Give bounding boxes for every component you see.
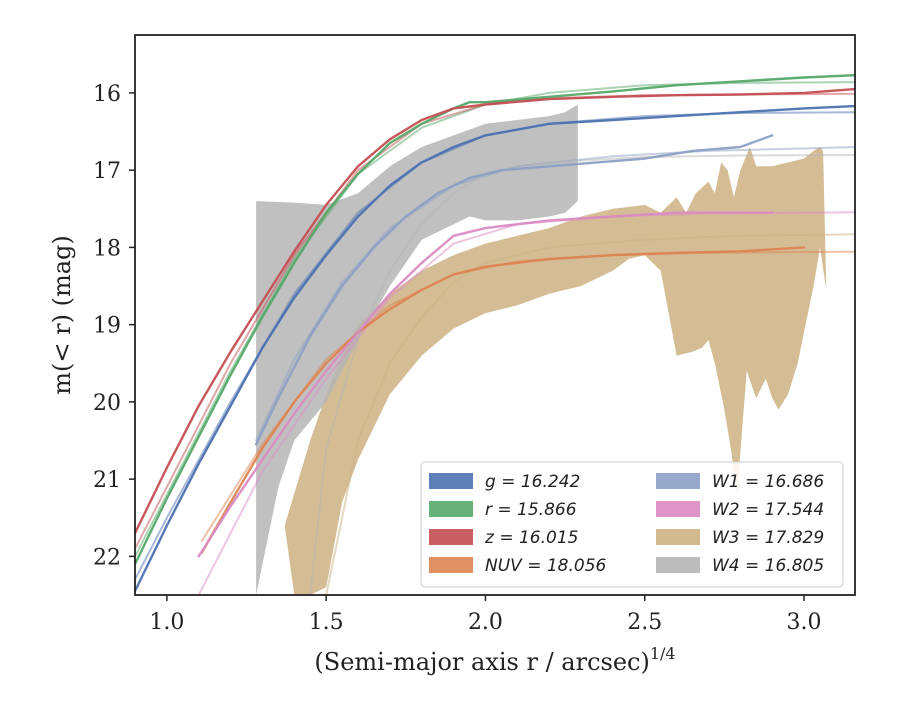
legend-label: W3 = 17.829 xyxy=(712,528,824,548)
legend-swatch xyxy=(656,473,700,489)
y-tick-label: 17 xyxy=(93,159,121,184)
y-axis: 16 17 18 19 20 21 22 xyxy=(93,82,135,570)
series-line-z xyxy=(135,87,855,535)
series-line-g xyxy=(135,104,855,593)
legend-label: r = 15.866 xyxy=(485,500,577,520)
band-layer xyxy=(256,104,827,595)
legend-swatch xyxy=(656,557,700,573)
series-band-w4 xyxy=(256,104,578,595)
legend-label: g = 16.242 xyxy=(485,472,580,492)
y-tick-label: 16 xyxy=(93,82,121,107)
y-tick-label: 22 xyxy=(93,545,121,570)
series-band-w3 xyxy=(284,147,827,595)
legend-label: W2 = 17.544 xyxy=(712,500,824,520)
y-tick-label: 19 xyxy=(93,314,121,339)
x-tick-label: 2.5 xyxy=(627,610,662,635)
y-axis-label: m(< r) (mag) xyxy=(48,235,76,394)
legend-swatch xyxy=(656,529,700,545)
y-tick-label: 20 xyxy=(93,391,121,416)
legend-label: NUV = 18.056 xyxy=(485,556,607,576)
legend-label: z = 16.015 xyxy=(484,528,578,548)
y-tick-label: 21 xyxy=(93,468,121,493)
legend-frame xyxy=(420,461,844,588)
legend-swatch xyxy=(429,557,473,573)
x-axis-label-exponent: 1/4 xyxy=(650,644,676,663)
legend-swatch xyxy=(656,501,700,517)
series-line-r xyxy=(135,74,855,566)
series-line-w3-model xyxy=(325,233,855,595)
legend-label: W1 = 16.686 xyxy=(712,472,824,492)
series-line-w4-model xyxy=(309,154,855,595)
x-tick-label: 3.0 xyxy=(787,610,822,635)
x-axis-label: (Semi-major axis r / arcsec)1/4 xyxy=(314,644,675,676)
series-line-w1-model xyxy=(255,146,855,442)
x-tick-label: 2.0 xyxy=(468,610,503,635)
legend-label: W4 = 16.805 xyxy=(712,556,824,576)
legend-swatch xyxy=(429,473,473,489)
legend-swatch xyxy=(429,529,473,545)
series-line-w2 xyxy=(197,211,774,558)
plot-frame xyxy=(134,34,856,596)
line-layer xyxy=(135,74,855,595)
series-line-w1 xyxy=(254,134,774,446)
y-tick-label: 18 xyxy=(93,236,121,261)
series-line-nuv xyxy=(200,246,806,554)
x-tick-label: 1.0 xyxy=(149,610,184,635)
legend: g = 16.242 r = 15.866 z = 16.015 NUV = 18.0… xyxy=(420,461,844,588)
legend-swatch xyxy=(429,501,473,517)
x-tick-label: 1.5 xyxy=(309,610,344,635)
x-axis: 1.0 1.5 2.0 2.5 3.0 xyxy=(149,595,822,635)
